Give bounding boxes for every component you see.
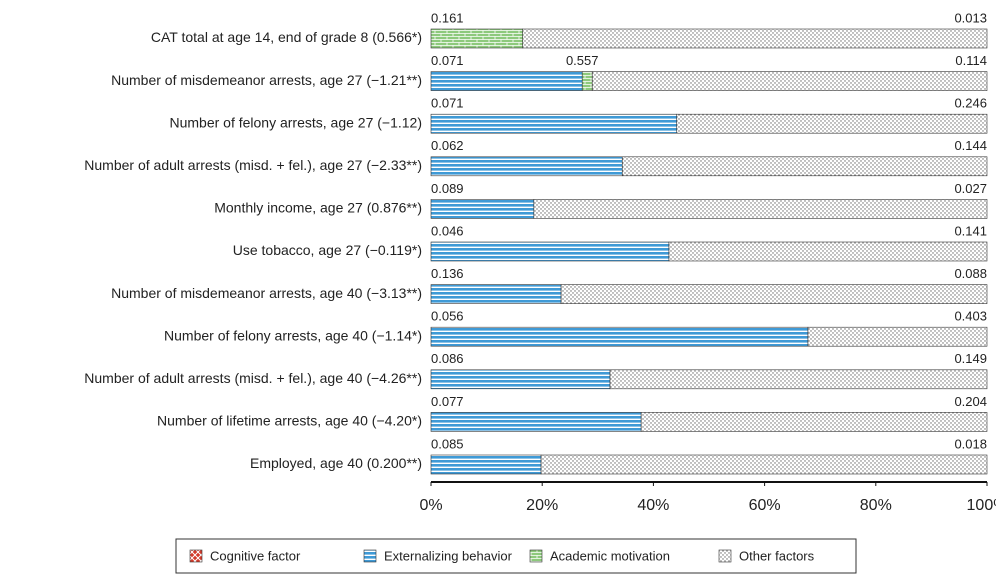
bar-annotation: 0.246: [954, 96, 987, 111]
legend-box: [175, 538, 857, 574]
bar-annotation: 0.046: [431, 223, 464, 238]
bar-segment: [430, 369, 611, 390]
legend-label: Cognitive factor: [210, 548, 301, 563]
bar-segment: [430, 241, 670, 262]
category-label: Number of misdemeanor arrests, age 40 (−…: [111, 285, 422, 301]
bar-segment: [430, 326, 809, 347]
bar-segment: [522, 28, 988, 49]
bar-segment: [609, 369, 988, 390]
x-tick-label: 20%: [526, 497, 558, 514]
bar-segment: [533, 199, 988, 219]
bar-segment: [640, 412, 988, 432]
legend-swatch: [189, 549, 203, 563]
x-tick-label: 100%: [967, 497, 996, 514]
legend-label: Externalizing behavior: [384, 548, 513, 563]
bar-annotation: 0.557: [566, 53, 599, 68]
category-label: Number of adult arrests (misd. + fel.), …: [84, 370, 422, 386]
category-label: Number of lifetime arrests, age 40 (−4.2…: [157, 413, 422, 429]
x-tick-label: 80%: [860, 497, 892, 514]
bar-annotation: 0.403: [954, 309, 987, 324]
category-label: Number of misdemeanor arrests, age 27 (−…: [111, 72, 422, 88]
bar-annotation: 0.077: [431, 394, 464, 409]
bar-annotation: 0.144: [954, 138, 987, 153]
bar-annotation: 0.161: [431, 10, 464, 25]
category-label: Employed, age 40 (0.200**): [250, 455, 422, 471]
bar-annotation: 0.027: [954, 181, 987, 196]
bar-segment: [430, 156, 623, 177]
bar-segment: [430, 412, 642, 432]
bar-annotation: 0.141: [954, 223, 987, 238]
bar-segment: [560, 284, 988, 304]
x-tick-label: 40%: [637, 497, 669, 514]
bar-segment: [430, 28, 524, 49]
bar-segment: [807, 326, 988, 347]
legend-swatch: [529, 549, 543, 563]
bar-segment: [430, 113, 678, 134]
bar-segment: [581, 71, 593, 91]
bar-annotation: 0.086: [431, 351, 464, 366]
bar-annotation: 0.013: [954, 10, 987, 25]
bar-segment: [676, 113, 988, 134]
bar-annotation: 0.204: [954, 394, 987, 409]
bar-annotation: 0.062: [431, 138, 464, 153]
bar-annotation: 0.149: [954, 351, 987, 366]
category-label: Monthly income, age 27 (0.876**): [214, 200, 422, 216]
bar-segment: [540, 454, 988, 475]
category-label: Use tobacco, age 27 (−0.119*): [233, 242, 422, 258]
bar-annotation: 0.088: [954, 266, 987, 281]
bar-segment: [430, 199, 535, 219]
bar-segment: [430, 454, 542, 475]
x-tick-label: 60%: [749, 497, 781, 514]
category-label: Number of felony arrests, age 40 (−1.14*…: [164, 327, 422, 343]
legend-label: Other factors: [739, 548, 815, 563]
bar-annotation: 0.071: [431, 96, 464, 111]
bar-annotation: 0.071: [431, 53, 464, 68]
category-label: Number of felony arrests, age 27 (−1.12): [169, 114, 422, 130]
bar-segment: [430, 71, 583, 91]
category-label: Number of adult arrests (misd. + fel.), …: [84, 157, 422, 173]
legend-swatch: [363, 549, 377, 563]
bar-segment: [591, 71, 988, 91]
bar-segment: [621, 156, 988, 177]
legend-label: Academic motivation: [550, 548, 670, 563]
bar-segment: [668, 241, 988, 262]
bar-annotation: 0.136: [431, 266, 464, 281]
bar-annotation: 0.085: [431, 436, 464, 451]
category-label: CAT total at age 14, end of grade 8 (0.5…: [151, 29, 422, 45]
bar-annotation: 0.114: [955, 53, 987, 68]
bar-annotation: 0.089: [431, 181, 464, 196]
x-tick-label: 0%: [419, 497, 442, 514]
bar-annotation: 0.056: [431, 309, 464, 324]
bar-annotation: 0.018: [954, 436, 987, 451]
legend-swatch: [718, 549, 732, 563]
bar-segment: [430, 284, 562, 304]
